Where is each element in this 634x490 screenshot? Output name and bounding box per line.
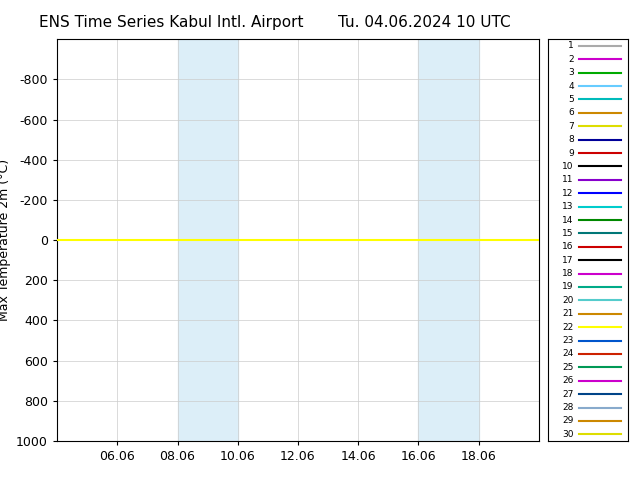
Text: 27: 27 xyxy=(562,390,574,399)
Text: 18: 18 xyxy=(562,269,574,278)
Text: ENS Time Series Kabul Intl. Airport: ENS Time Series Kabul Intl. Airport xyxy=(39,15,304,29)
Text: 25: 25 xyxy=(562,363,574,372)
Text: 5: 5 xyxy=(568,95,574,104)
Text: 29: 29 xyxy=(562,416,574,425)
Text: 4: 4 xyxy=(568,81,574,91)
Text: 14: 14 xyxy=(562,216,574,224)
Text: 23: 23 xyxy=(562,336,574,345)
Text: 10: 10 xyxy=(562,162,574,171)
Text: 24: 24 xyxy=(562,349,574,359)
Text: 16: 16 xyxy=(562,242,574,251)
Text: 13: 13 xyxy=(562,202,574,211)
Text: 1: 1 xyxy=(568,41,574,50)
Text: 12: 12 xyxy=(562,189,574,198)
Text: 21: 21 xyxy=(562,309,574,318)
Text: Tu. 04.06.2024 10 UTC: Tu. 04.06.2024 10 UTC xyxy=(339,15,511,29)
Text: 9: 9 xyxy=(568,148,574,158)
Text: 20: 20 xyxy=(562,296,574,305)
Y-axis label: Max Temperature 2m (°C): Max Temperature 2m (°C) xyxy=(0,159,11,321)
Text: 8: 8 xyxy=(568,135,574,144)
Text: 17: 17 xyxy=(562,256,574,265)
Text: 26: 26 xyxy=(562,376,574,385)
Bar xyxy=(418,39,479,441)
Text: 3: 3 xyxy=(568,68,574,77)
Text: 30: 30 xyxy=(562,430,574,439)
Bar xyxy=(178,39,238,441)
Text: 7: 7 xyxy=(568,122,574,131)
Text: 28: 28 xyxy=(562,403,574,412)
Text: 11: 11 xyxy=(562,175,574,184)
Text: 19: 19 xyxy=(562,282,574,292)
Text: 2: 2 xyxy=(568,55,574,64)
Text: 22: 22 xyxy=(562,322,574,332)
Text: 15: 15 xyxy=(562,229,574,238)
Text: 6: 6 xyxy=(568,108,574,118)
